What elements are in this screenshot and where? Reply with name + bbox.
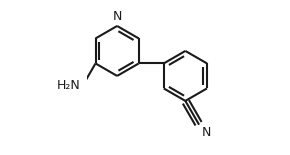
- Text: N: N: [201, 126, 211, 139]
- Text: N: N: [113, 10, 122, 23]
- Text: H₂N: H₂N: [57, 79, 81, 92]
